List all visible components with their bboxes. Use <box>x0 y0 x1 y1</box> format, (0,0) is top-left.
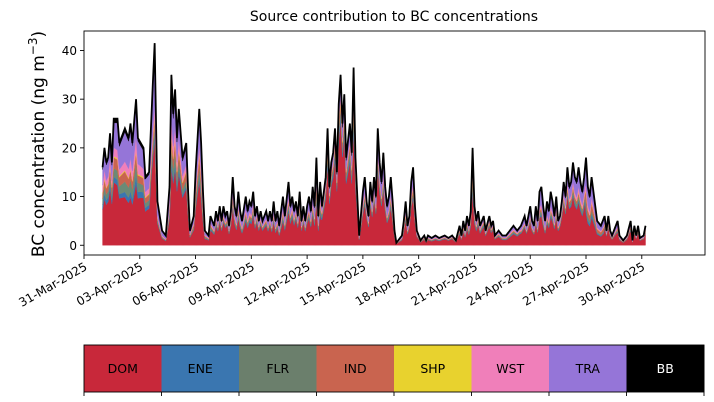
legend-label-tra: TRA <box>575 361 601 376</box>
legend-swatch-ene <box>161 345 240 392</box>
plot-frame <box>83 30 706 256</box>
y-tick-label: 10 <box>62 190 77 204</box>
legend-label-wst: WST <box>496 361 524 376</box>
chart-title: Source contribution to BC concentrations <box>250 9 538 25</box>
legend-label-dom: DOM <box>108 361 138 376</box>
y-tick-label: 40 <box>62 44 77 58</box>
legend-swatch-bb <box>626 345 705 392</box>
legend-swatch-shp <box>394 345 472 392</box>
y-tick-label: 20 <box>62 141 77 155</box>
legend-swatch-tra <box>549 345 627 392</box>
y-axis-label-exponent: −3 <box>26 37 40 55</box>
stacked-areas <box>101 43 647 246</box>
legend-swatch-dom <box>84 345 162 392</box>
legend-label-ene: ENE <box>188 361 213 376</box>
total-outline <box>101 43 647 246</box>
legend-label-bb: BB <box>657 361 674 376</box>
legend-swatch-wst <box>471 345 550 392</box>
y-axis-label: BC concentration (ng m−3) <box>26 31 49 257</box>
legend-label-ind: IND <box>344 361 367 376</box>
legend-swatch-flr <box>239 345 317 392</box>
y-tick-label: 0 <box>69 239 77 253</box>
y-axis-label-main: BC concentration (ng m <box>29 55 49 257</box>
y-axis-label-close: ) <box>29 31 49 38</box>
color-legend: DOM ENE FLR IND SHP WST TRA BB <box>83 344 705 396</box>
legend-label-flr: FLR <box>266 361 289 376</box>
legend-label-shp: SHP <box>420 361 445 376</box>
legend-swatch-ind <box>316 345 395 392</box>
y-tick-label: 30 <box>62 93 77 107</box>
